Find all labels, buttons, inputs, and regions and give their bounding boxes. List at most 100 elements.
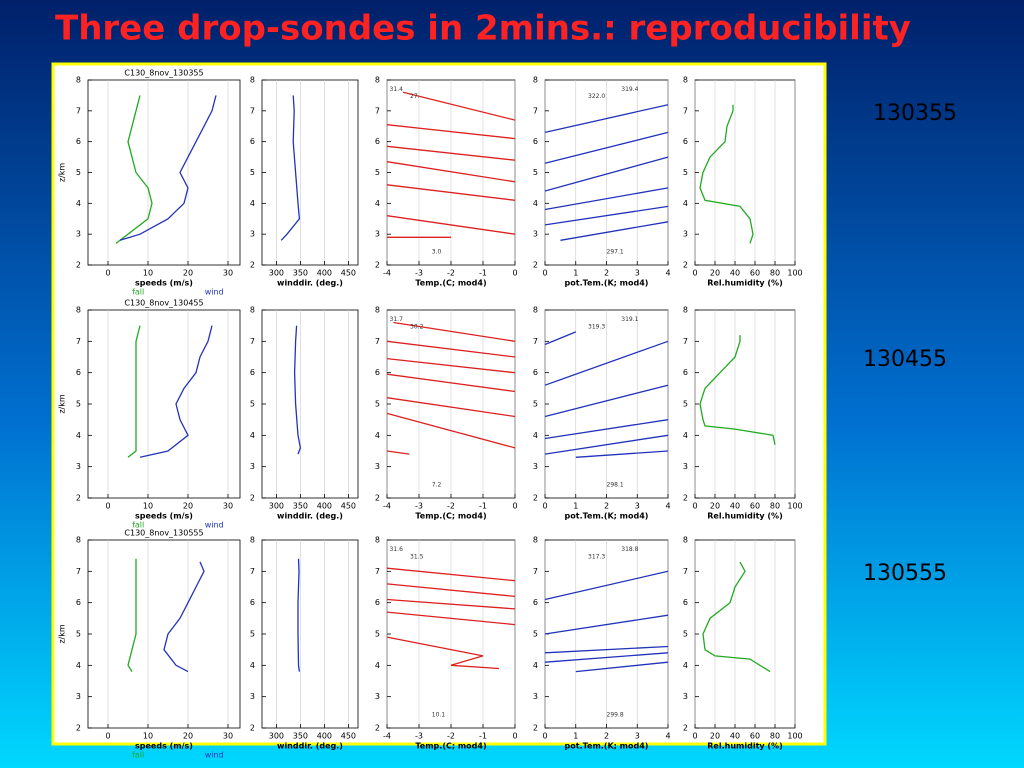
x-tick-label: 300 bbox=[269, 732, 284, 741]
y-tick-label: 8 bbox=[683, 306, 688, 315]
y-tick-label: 6 bbox=[375, 368, 380, 377]
y-tick-label: 5 bbox=[250, 400, 255, 409]
annotation: 322.0 bbox=[588, 93, 605, 100]
x-axis-label: winddir. (deg.) bbox=[277, 279, 343, 288]
y-tick-label: 4 bbox=[76, 661, 81, 670]
x-tick-label: -1 bbox=[479, 502, 487, 511]
y-tick-label: 5 bbox=[250, 168, 255, 177]
y-tick-label: 4 bbox=[533, 661, 538, 670]
x-tick-label: 3 bbox=[635, 269, 640, 278]
x-axis-label: Rel.humidity (%) bbox=[707, 512, 782, 521]
x-tick-label: 10 bbox=[143, 269, 153, 278]
profile-line bbox=[119, 95, 217, 241]
x-axis-label: pot.Tem.(K; mod4) bbox=[565, 742, 649, 751]
x-tick-label: 0 bbox=[105, 502, 110, 511]
x-tick-label: 40 bbox=[730, 732, 740, 741]
y-tick-label: 2 bbox=[375, 494, 380, 503]
y-tick-label: 7 bbox=[375, 106, 380, 115]
x-tick-label: 2 bbox=[604, 269, 609, 278]
x-tick-label: 20 bbox=[183, 502, 193, 511]
annotation: 298.1 bbox=[607, 481, 624, 488]
y-tick-label: 4 bbox=[250, 199, 255, 208]
y-axis-label: z/km bbox=[58, 624, 67, 644]
x-tick-label: 0 bbox=[692, 502, 697, 511]
sonde-label: 130355 bbox=[873, 101, 957, 126]
x-axis-label: speeds (m/s) bbox=[135, 279, 193, 288]
y-tick-label: 3 bbox=[250, 692, 255, 701]
y-tick-label: 8 bbox=[533, 536, 538, 545]
legend-entry: wind bbox=[205, 751, 224, 760]
x-tick-label: 350 bbox=[293, 502, 308, 511]
annotation: 31.5 bbox=[410, 553, 424, 560]
y-tick-label: 5 bbox=[375, 630, 380, 639]
y-tick-label: 4 bbox=[250, 431, 255, 440]
y-tick-label: 6 bbox=[533, 368, 538, 377]
y-tick-label: 7 bbox=[683, 106, 688, 115]
y-tick-label: 6 bbox=[683, 368, 688, 377]
y-tick-label: 5 bbox=[76, 400, 81, 409]
y-tick-label: 8 bbox=[250, 76, 255, 85]
y-tick-label: 7 bbox=[683, 567, 688, 576]
x-tick-label: 60 bbox=[750, 502, 760, 511]
y-tick-label: 2 bbox=[533, 724, 538, 733]
y-tick-label: 5 bbox=[533, 630, 538, 639]
annotation: 299.8 bbox=[607, 711, 624, 718]
annotation: 31.4 bbox=[390, 86, 404, 93]
sonde-label: 130455 bbox=[863, 347, 947, 372]
panel-title: C130_8nov_130355 bbox=[124, 69, 203, 78]
y-tick-label: 8 bbox=[683, 76, 688, 85]
x-tick-label: -3 bbox=[415, 502, 423, 511]
annotation: 317.3 bbox=[588, 553, 605, 560]
x-tick-label: 0 bbox=[692, 269, 697, 278]
y-tick-label: 5 bbox=[683, 630, 688, 639]
x-tick-label: -2 bbox=[447, 502, 455, 511]
y-tick-label: 6 bbox=[683, 598, 688, 607]
y-tick-label: 7 bbox=[76, 567, 81, 576]
x-tick-label: 0 bbox=[105, 732, 110, 741]
x-tick-label: 40 bbox=[730, 502, 740, 511]
y-tick-label: 2 bbox=[533, 494, 538, 503]
x-tick-label: 3 bbox=[635, 502, 640, 511]
annotation: 7.2 bbox=[432, 481, 442, 488]
x-tick-label: 100 bbox=[787, 502, 802, 511]
legend-entry: fall bbox=[132, 521, 144, 530]
legend-entry: wind bbox=[205, 521, 224, 530]
y-tick-label: 3 bbox=[76, 230, 81, 239]
y-tick-label: 2 bbox=[683, 261, 688, 270]
y-tick-label: 3 bbox=[683, 462, 688, 471]
annotation: 319.1 bbox=[621, 316, 638, 323]
x-tick-label: 4 bbox=[665, 269, 670, 278]
slide-title: Three drop-sondes in 2mins.: reproducibi… bbox=[55, 9, 911, 49]
x-axis-label: Temp.(C; mod4) bbox=[415, 279, 486, 288]
x-tick-label: 400 bbox=[317, 732, 332, 741]
y-tick-label: 5 bbox=[533, 400, 538, 409]
y-tick-label: 2 bbox=[375, 261, 380, 270]
y-tick-label: 8 bbox=[533, 76, 538, 85]
x-tick-label: 10 bbox=[143, 732, 153, 741]
x-tick-label: 4 bbox=[665, 502, 670, 511]
x-tick-label: 0 bbox=[512, 502, 517, 511]
x-tick-label: 100 bbox=[787, 269, 802, 278]
profile-line bbox=[163, 561, 205, 673]
y-tick-label: 4 bbox=[375, 199, 380, 208]
x-axis-label: Temp.(C; mod4) bbox=[415, 742, 486, 751]
y-tick-label: 7 bbox=[375, 337, 380, 346]
profile-line bbox=[386, 321, 516, 455]
y-tick-label: 5 bbox=[683, 400, 688, 409]
y-tick-label: 2 bbox=[76, 494, 81, 503]
y-tick-label: 2 bbox=[76, 261, 81, 270]
y-tick-label: 5 bbox=[683, 168, 688, 177]
x-tick-label: 400 bbox=[317, 269, 332, 278]
y-tick-label: 5 bbox=[375, 400, 380, 409]
y-tick-label: 8 bbox=[375, 306, 380, 315]
x-tick-label: 100 bbox=[787, 732, 802, 741]
y-tick-label: 7 bbox=[533, 567, 538, 576]
profile-line bbox=[139, 325, 213, 458]
y-tick-label: 4 bbox=[683, 661, 688, 670]
y-tick-label: 3 bbox=[76, 462, 81, 471]
x-tick-label: 30 bbox=[223, 732, 233, 741]
y-tick-label: 4 bbox=[250, 661, 255, 670]
x-axis-label: Rel.humidity (%) bbox=[707, 279, 782, 288]
y-tick-label: 8 bbox=[683, 536, 688, 545]
x-tick-label: 20 bbox=[183, 269, 193, 278]
